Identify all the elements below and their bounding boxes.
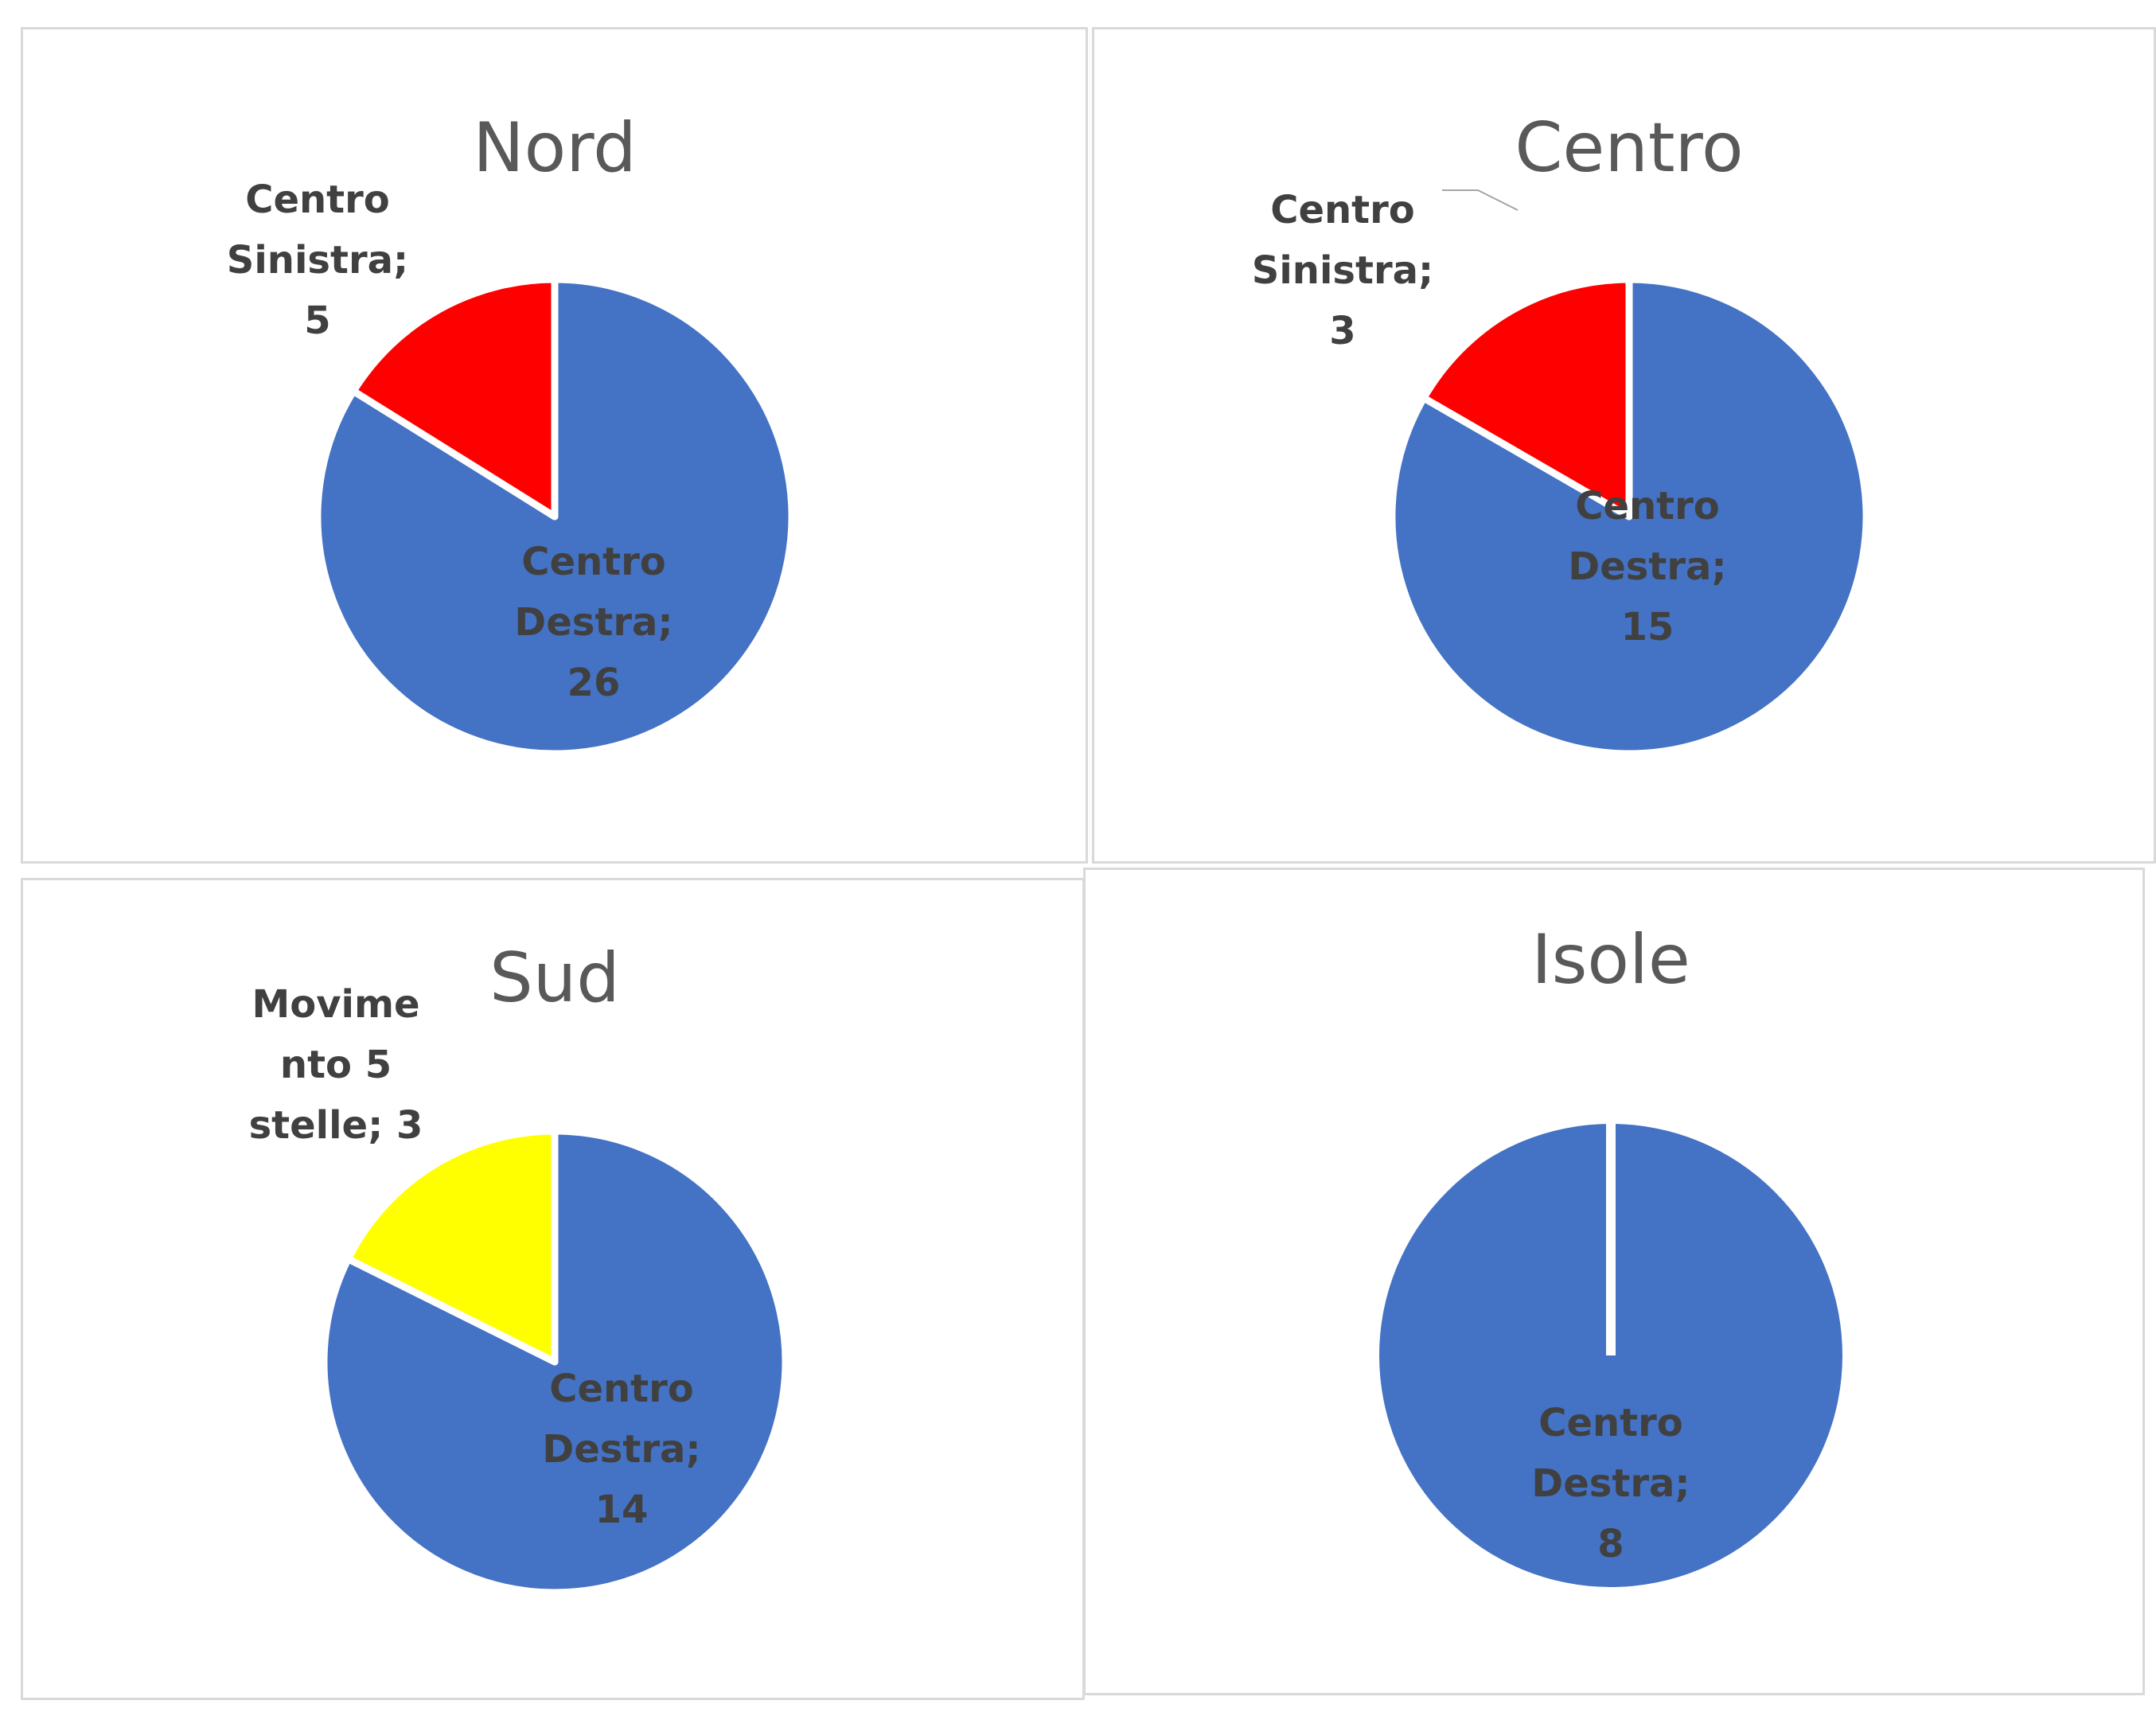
label-leader-line	[1442, 189, 1519, 211]
chart-nord: Nord Centro Destra; 26 Centro Sinistra; 5	[21, 27, 1088, 864]
chart-isole: Isole Centro Destra; 8	[1083, 868, 2145, 1695]
pie-slice	[349, 275, 559, 521]
chart-centro: Centro Centro Destra; 15 Centro Sinistra; 3	[1092, 27, 2156, 864]
data-label-line: Sinistra;	[1252, 248, 1433, 293]
pie-slice	[1388, 275, 1870, 758]
data-label-line: Destra;	[542, 1427, 700, 1472]
data-label-line: 15	[1621, 605, 1675, 649]
data-label-line: Centro	[1575, 484, 1720, 528]
data-label-line: 5	[304, 298, 330, 343]
data-label-line: nto 5	[280, 1043, 392, 1087]
data-label-line: Destra;	[514, 600, 673, 645]
data-label-line: Centro	[549, 1367, 694, 1411]
data-label: Centro Destra; 26	[514, 540, 673, 705]
data-label: Centro Destra; 8	[1531, 1401, 1690, 1566]
pie-chart-sud: Sud Centro Destra; 14 Movime nto 5 stelle; 3	[249, 938, 789, 1597]
data-label-line: Destra;	[1568, 544, 1726, 589]
chart-title: Isole	[1531, 920, 1690, 1000]
data-label-line: Movime	[251, 982, 419, 1027]
chart-title: Sud	[489, 938, 620, 1018]
data-label-line: 3	[1329, 309, 1355, 353]
pie-chart-centro: Centro Centro Destra; 15 Centro Sinistra; 3	[1252, 108, 1870, 758]
data-label-line: 26	[567, 661, 621, 705]
data-label: Movime nto 5 stelle; 3	[249, 982, 423, 1148]
pie-chart-nord: Nord Centro Destra; 26 Centro Sinistra; 5	[227, 108, 796, 758]
data-label-line: Sinistra;	[227, 238, 408, 283]
data-label-line: Centro	[245, 177, 390, 222]
data-label: Centro Destra; 14	[542, 1367, 700, 1532]
data-label-line: Centro	[1538, 1401, 1683, 1445]
data-label-line: stelle; 3	[249, 1103, 423, 1148]
pie-slice	[344, 1127, 559, 1366]
pie-slice	[1420, 275, 1633, 521]
data-label-line: Centro	[1270, 188, 1415, 232]
data-label-line: Centro	[521, 540, 666, 584]
chart-title: Nord	[473, 108, 636, 188]
chart-sud: Sud Centro Destra; 14 Movime nto 5 stelle; 3	[21, 878, 1085, 1700]
data-label-line: 14	[595, 1488, 649, 1532]
data-label: Centro Sinistra; 3	[1252, 188, 1433, 353]
data-label: Centro Sinistra; 5	[227, 177, 408, 343]
data-label-line: 8	[1597, 1522, 1624, 1566]
pie-chart-isole: Isole Centro Destra; 8	[1379, 920, 1842, 1587]
data-label-line: Destra;	[1531, 1461, 1690, 1506]
chart-title: Centro	[1515, 108, 1743, 188]
data-label: Centro Destra; 15	[1568, 484, 1726, 649]
